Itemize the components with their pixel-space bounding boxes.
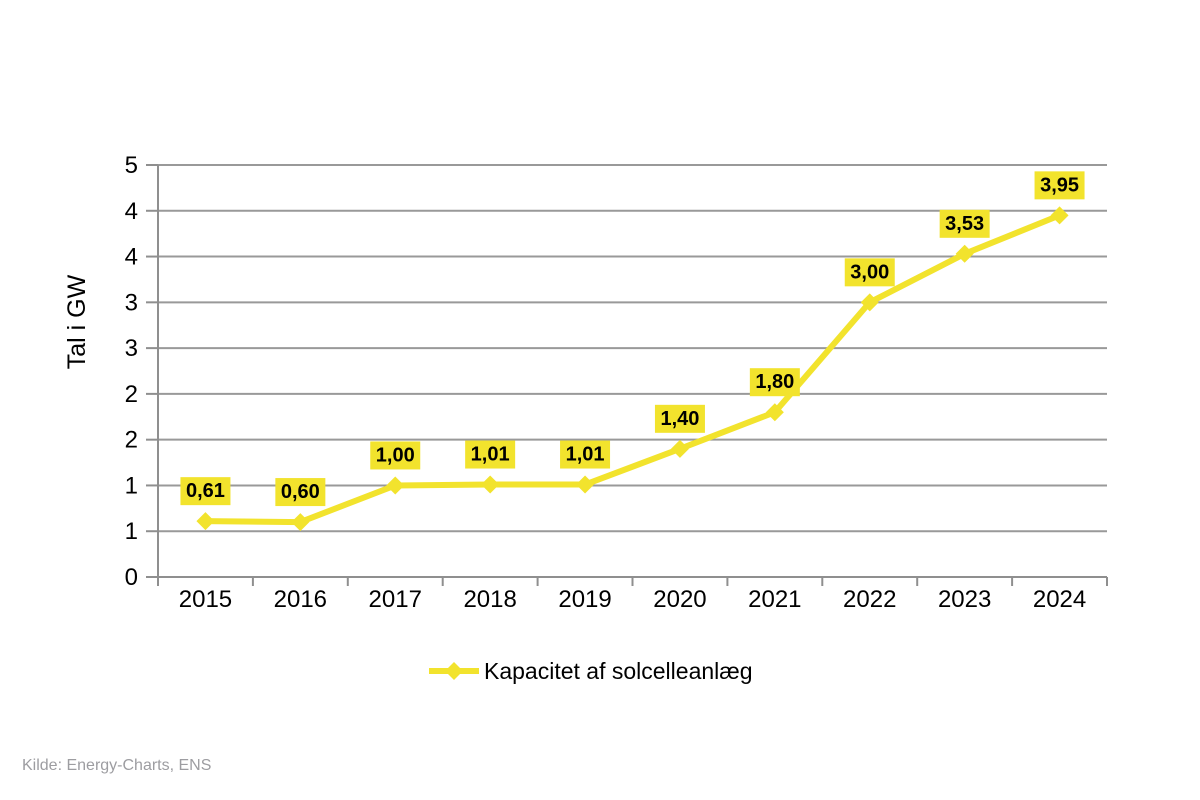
data-point-marker-2017: [386, 476, 405, 495]
legend-line-icon: [429, 662, 479, 680]
data-point-marker-2015: [196, 512, 215, 531]
y-tick-label: 0: [125, 564, 138, 591]
data-point-marker-2018: [481, 475, 500, 494]
x-tick-label: 2020: [653, 586, 706, 613]
data-label: 1,01: [566, 444, 605, 466]
x-tick-label: 2015: [179, 586, 232, 613]
y-tick-label: 1: [125, 472, 138, 499]
data-point-marker-2024: [1050, 206, 1069, 225]
y-axis-title: Tal i GW: [63, 274, 91, 370]
x-tick-label: 2019: [558, 586, 611, 613]
y-tick-label: 2: [125, 427, 138, 454]
y-tick-label: 4: [125, 198, 138, 225]
source-caption: Kilde: Energy-Charts, ENS: [22, 757, 212, 774]
data-label-box: [844, 258, 895, 287]
data-label: 0,61: [186, 480, 225, 502]
data-label-box: [275, 478, 326, 507]
y-tick-label: 4: [125, 244, 138, 271]
data-point-marker-2019: [576, 475, 595, 494]
data-label-box: [654, 404, 705, 433]
y-tick-label: 5: [125, 152, 138, 179]
x-tick-label: 2021: [748, 586, 801, 613]
x-tick-label: 2024: [1033, 586, 1086, 613]
data-label: 1,01: [471, 444, 510, 466]
data-label-box: [939, 209, 990, 238]
data-label-box: [560, 440, 611, 469]
y-tick-label: 3: [125, 289, 138, 316]
x-tick-label: 2018: [463, 586, 516, 613]
series-line: [202, 212, 1063, 526]
x-tick-label: 2017: [369, 586, 422, 613]
data-label-box: [370, 441, 421, 470]
data-label-box: [749, 368, 800, 397]
data-label: 3,95: [1040, 174, 1079, 196]
x-tick-label: 2016: [274, 586, 327, 613]
data-point-marker-2020: [670, 439, 689, 458]
y-tick-label: 2: [125, 381, 138, 408]
legend: Kapacitet af solcelleanlæg: [428, 656, 753, 686]
data-point-marker-2016: [291, 513, 310, 532]
data-point-marker-2021: [765, 403, 784, 422]
data-label: 1,80: [755, 371, 794, 393]
data-label-box: [1034, 171, 1085, 200]
data-label: 1,40: [660, 408, 699, 430]
data-label: 1,00: [376, 444, 415, 466]
data-label: 0,60: [281, 481, 320, 503]
x-tick-label: 2023: [938, 586, 991, 613]
y-tick-label: 3: [125, 335, 138, 362]
legend-label: Kapacitet af solcelleanlæg: [484, 657, 753, 684]
y-tick-label: 1: [125, 518, 138, 545]
x-tick-label: 2022: [843, 586, 896, 613]
data-label: 3,53: [945, 213, 984, 235]
data-label-box: [180, 477, 231, 506]
data-label-box: [465, 440, 516, 469]
data-point-marker-2022: [860, 293, 879, 312]
data-point-marker-2023: [955, 244, 974, 263]
data-label: 3,00: [850, 261, 889, 283]
